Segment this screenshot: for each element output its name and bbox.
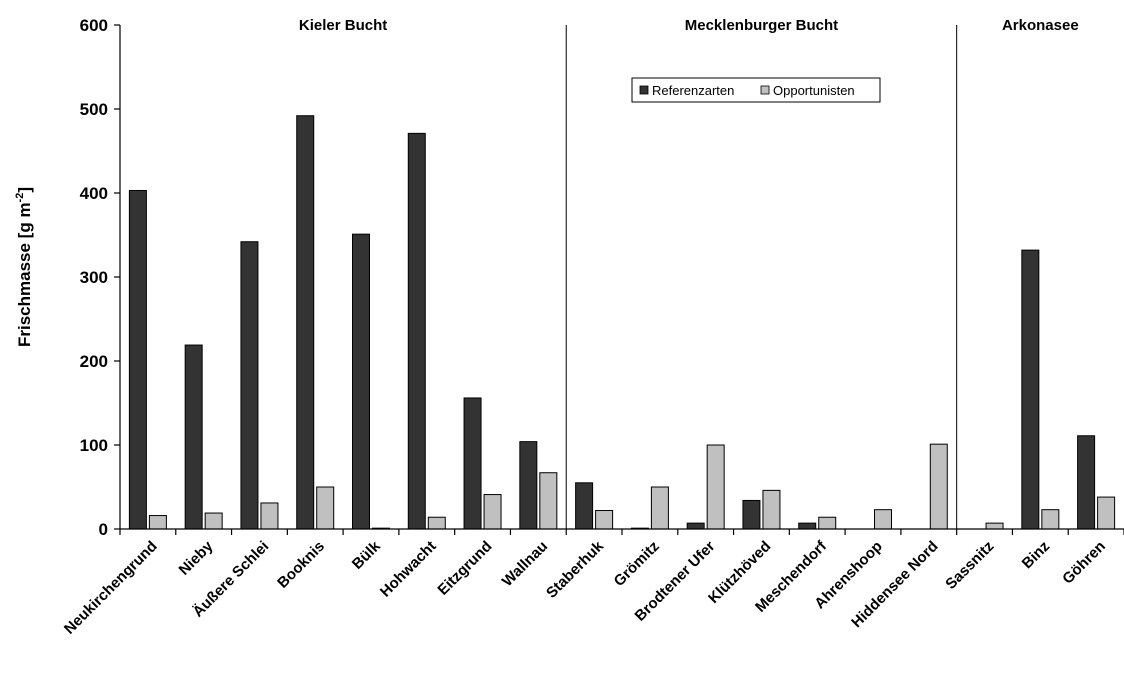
bar-referenzarten-eitzgrund <box>463 397 482 530</box>
bar-opportunisten-sassnitz <box>985 522 1004 530</box>
x-tick-label-sassnitz: Sassnitz <box>942 538 997 593</box>
bar-referenzarten-wallnau <box>519 441 538 530</box>
region-dividers <box>565 25 958 529</box>
legend-swatch-referenzarten <box>639 85 649 95</box>
bar-referenzarten-bülk <box>352 233 370 530</box>
y-tick-label-300: 300 <box>80 268 108 287</box>
x-tick-label-hohwacht: Hohwacht <box>377 538 440 601</box>
legend: Referenzarten Opportunisten <box>631 77 881 103</box>
bar-opportunisten-neukirchengrund <box>148 515 167 530</box>
bar-opportunisten-meschendorf <box>818 516 837 530</box>
x-tick-label-neukirchengrund: Neukirchengrund <box>61 538 161 638</box>
bar-opportunisten-hohwacht <box>427 516 446 530</box>
x-tick-label-binz: Binz <box>1019 538 1053 572</box>
bar-referenzarten-äußere-schlei <box>240 241 259 530</box>
y-tick-label-200: 200 <box>80 352 108 371</box>
legend-swatch-opportunisten <box>760 85 770 95</box>
bar-referenzarten-neukirchengrund <box>128 189 147 530</box>
x-tick-label-bülk: Bülk <box>349 537 384 572</box>
x-tick-label-booknis: Booknis <box>274 538 328 592</box>
x-tick-label-grömitz: Grömitz <box>611 538 663 590</box>
bar-referenzarten-booknis <box>296 115 315 530</box>
y-ticks: 0 100 200 300 400 500 600 <box>80 16 120 539</box>
x-tick-label-göhren: Göhren <box>1059 538 1109 588</box>
legend-label-opportunisten: Opportunisten <box>773 83 855 98</box>
bars <box>128 115 1116 530</box>
bar-referenzarten-brodtener-ufer <box>686 522 705 530</box>
y-axis-label-main: Frischmasse [g m <box>15 202 34 347</box>
bar-opportunisten-äußere-schlei <box>260 502 279 530</box>
y-tick-label-500: 500 <box>80 100 108 119</box>
bar-referenzarten-göhren <box>1077 435 1096 530</box>
bar-referenzarten-hohwacht <box>407 132 426 530</box>
legend-box <box>631 77 881 103</box>
bar-opportunisten-klützhöved <box>762 489 781 530</box>
bar-opportunisten-booknis <box>316 486 335 530</box>
x-tick-label-eitzgrund: Eitzgrund <box>434 538 495 599</box>
bar-opportunisten-brodtener-ufer <box>706 444 725 530</box>
y-axis-label-close: ] <box>15 187 34 193</box>
y-tick-label-0: 0 <box>99 520 108 539</box>
x-tick-label-staberhuk: Staberhuk <box>543 537 607 601</box>
y-tick-label-600: 600 <box>80 16 108 35</box>
y-tick-label-100: 100 <box>80 436 108 455</box>
bar-opportunisten-staberhuk <box>595 510 614 530</box>
region-label-kieler-bucht: Kieler Bucht <box>299 17 387 34</box>
region-labels: Kieler Bucht Mecklenburger Bucht Arkonasee <box>299 17 1079 34</box>
bar-opportunisten-binz <box>1041 509 1060 530</box>
bar-opportunisten-ahrenshoop <box>874 509 892 530</box>
bar-opportunisten-göhren <box>1097 496 1116 530</box>
bar-referenzarten-klützhöved <box>742 499 761 530</box>
legend-label-referenzarten: Referenzarten <box>652 83 734 98</box>
bar-referenzarten-staberhuk <box>575 482 594 530</box>
bar-opportunisten-hiddensee-nord <box>929 443 948 530</box>
y-tick-label-400: 400 <box>80 184 108 203</box>
y-axis-label: Frischmasse [g m-2] <box>14 187 34 347</box>
bar-referenzarten-meschendorf <box>798 522 817 530</box>
region-label-arkonasee: Arkonasee <box>1002 17 1079 34</box>
bar-opportunisten-grömitz <box>650 486 669 530</box>
bar-opportunisten-nieby <box>204 512 223 530</box>
y-axis-label-superscript: -2 <box>14 193 26 203</box>
bar-referenzarten-binz <box>1021 249 1040 530</box>
x-tick-label-wallnau: Wallnau <box>499 538 551 590</box>
bar-referenzarten-nieby <box>184 344 203 530</box>
x-tick-label-nieby: Nieby <box>176 537 217 578</box>
bar-opportunisten-wallnau <box>539 472 558 530</box>
region-label-mecklenburger-bucht: Mecklenburger Bucht <box>685 17 838 34</box>
bar-opportunisten-eitzgrund <box>483 494 502 530</box>
